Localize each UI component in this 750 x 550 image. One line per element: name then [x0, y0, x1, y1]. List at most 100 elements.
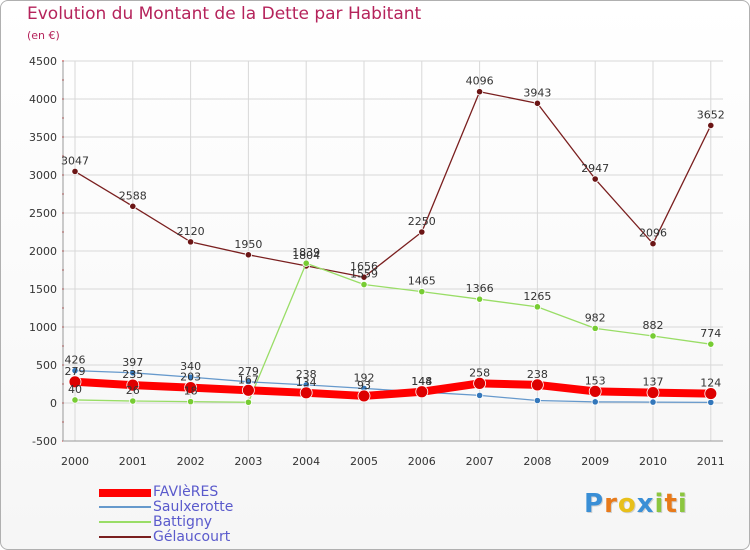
- data-label-battigny: 774: [700, 327, 721, 340]
- y-tick-label: 4000: [29, 93, 57, 106]
- data-point-battigny: [707, 340, 715, 348]
- chart-subtitle: (en €): [27, 29, 60, 42]
- data-label-favieres: 153: [585, 374, 606, 387]
- data-label-battigny: 1265: [523, 290, 551, 303]
- y-tick-label: 500: [36, 359, 57, 372]
- data-point-favieres: [415, 385, 429, 399]
- logo-letter: i: [677, 489, 688, 519]
- data-point-gelaucourt: [418, 228, 426, 236]
- data-point-favieres: [531, 378, 544, 392]
- data-label-favieres: 238: [527, 368, 548, 381]
- x-tick-label: 2004: [292, 455, 320, 468]
- data-point-favieres: [473, 376, 487, 390]
- logo-letter: o: [617, 489, 637, 519]
- legend-label-favieres: FAVIèRES: [153, 484, 219, 500]
- data-point-favieres: [646, 386, 660, 399]
- data-point-gelaucourt: [475, 88, 484, 96]
- data-label-saulxerotte: 192: [354, 371, 375, 384]
- data-point-battigny: [360, 280, 368, 289]
- legend-label-gelaucourt: Gélaucourt: [153, 529, 231, 545]
- legend-swatch-gelaucourt: [99, 536, 151, 538]
- data-label-gelaucourt: 2588: [119, 189, 147, 202]
- x-tick-label: 2006: [408, 455, 436, 468]
- data-label-favieres: 148: [411, 375, 432, 388]
- data-point-battigny: [591, 324, 599, 332]
- data-label-favieres: 167: [238, 373, 259, 386]
- series-line-gelaucourt: [74, 91, 712, 278]
- data-label-gelaucourt: 1950: [234, 238, 262, 251]
- data-point-gelaucourt: [71, 167, 79, 176]
- legend-swatch-battigny: [99, 521, 151, 523]
- data-label-favieres: 137: [643, 376, 664, 389]
- data-point-gelaucourt: [244, 251, 252, 259]
- data-point-favieres: [357, 389, 371, 403]
- data-point-saulxerotte: [533, 396, 542, 405]
- data-label-battigny: 882: [643, 319, 664, 332]
- proxiti-logo: Proxiti: [584, 489, 688, 519]
- y-tick-label: 0: [50, 397, 57, 410]
- data-label-gelaucourt: 2096: [639, 227, 667, 240]
- data-point-battigny: [129, 397, 137, 405]
- data-point-saulxerotte: [591, 398, 599, 406]
- data-point-favieres: [184, 381, 198, 394]
- data-label-gelaucourt: 1656: [350, 260, 378, 273]
- x-tick-label: 2002: [177, 455, 205, 468]
- data-label-gelaucourt: 3047: [61, 154, 89, 167]
- x-tick-label: 2008: [523, 455, 551, 468]
- series-line-favieres: [71, 377, 715, 400]
- data-point-favieres: [241, 383, 255, 397]
- x-tick-label: 2007: [466, 455, 494, 468]
- x-tick-label: 2000: [61, 455, 89, 468]
- data-label-favieres: 235: [122, 368, 143, 381]
- data-label-gelaucourt: 2120: [177, 225, 205, 238]
- x-tick-label: 2003: [234, 455, 262, 468]
- data-label-favieres: 124: [700, 377, 721, 390]
- data-point-gelaucourt: [591, 175, 599, 183]
- legend-label-saulxerotte: Saulxerotte: [153, 499, 234, 515]
- data-label-gelaucourt: 3652: [697, 108, 725, 121]
- data-point-favieres: [126, 378, 140, 392]
- legend-label-battigny: Battigny: [153, 514, 213, 530]
- data-label-saulxerotte: 426: [65, 354, 86, 367]
- data-point-battigny: [244, 398, 252, 406]
- data-point-saulxerotte: [71, 367, 79, 375]
- data-point-battigny: [533, 303, 542, 311]
- y-tick-label: 3000: [29, 169, 57, 182]
- data-label-battigny: 1465: [408, 275, 436, 288]
- x-tick-label: 2010: [639, 455, 667, 468]
- y-tick-label: 3500: [29, 131, 57, 144]
- data-label-favieres: 93: [357, 379, 371, 392]
- data-label-saulxerotte: 340: [180, 360, 201, 373]
- data-label-saulxerotte: 144: [411, 375, 432, 388]
- data-point-favieres: [68, 375, 82, 389]
- data-point-battigny: [475, 295, 484, 303]
- data-point-battigny: [302, 259, 310, 267]
- y-tick-label: 1000: [29, 321, 57, 334]
- data-point-favieres: [588, 384, 602, 398]
- data-point-gelaucourt: [129, 202, 137, 210]
- logo-letter: x: [636, 489, 655, 519]
- logo-letter: i: [654, 489, 665, 519]
- data-label-battigny: 1559: [350, 268, 378, 281]
- data-label-battigny: 1839: [292, 246, 320, 259]
- logo-letter: t: [664, 489, 678, 519]
- data-label-battigny: 40: [68, 383, 82, 396]
- data-label-favieres: 134: [296, 376, 317, 389]
- y-tick-label: 1500: [29, 283, 57, 296]
- y-tick-label: 4500: [29, 55, 57, 68]
- data-point-saulxerotte: [475, 391, 484, 399]
- data-point-battigny: [649, 332, 657, 340]
- data-point-gelaucourt: [360, 273, 368, 281]
- data-point-saulxerotte: [707, 398, 715, 406]
- y-tick-label: -500: [32, 435, 57, 448]
- x-tick-label: 2001: [119, 455, 147, 468]
- data-label-gelaucourt: 1804: [292, 249, 320, 262]
- data-point-saulxerotte: [649, 398, 657, 406]
- data-point-battigny: [187, 398, 195, 406]
- data-label-favieres: 258: [469, 366, 490, 379]
- data-point-saulxerotte: [129, 369, 137, 377]
- data-label-saulxerotte: 279: [238, 365, 259, 378]
- data-point-gelaucourt: [649, 240, 657, 248]
- data-point-gelaucourt: [187, 238, 195, 246]
